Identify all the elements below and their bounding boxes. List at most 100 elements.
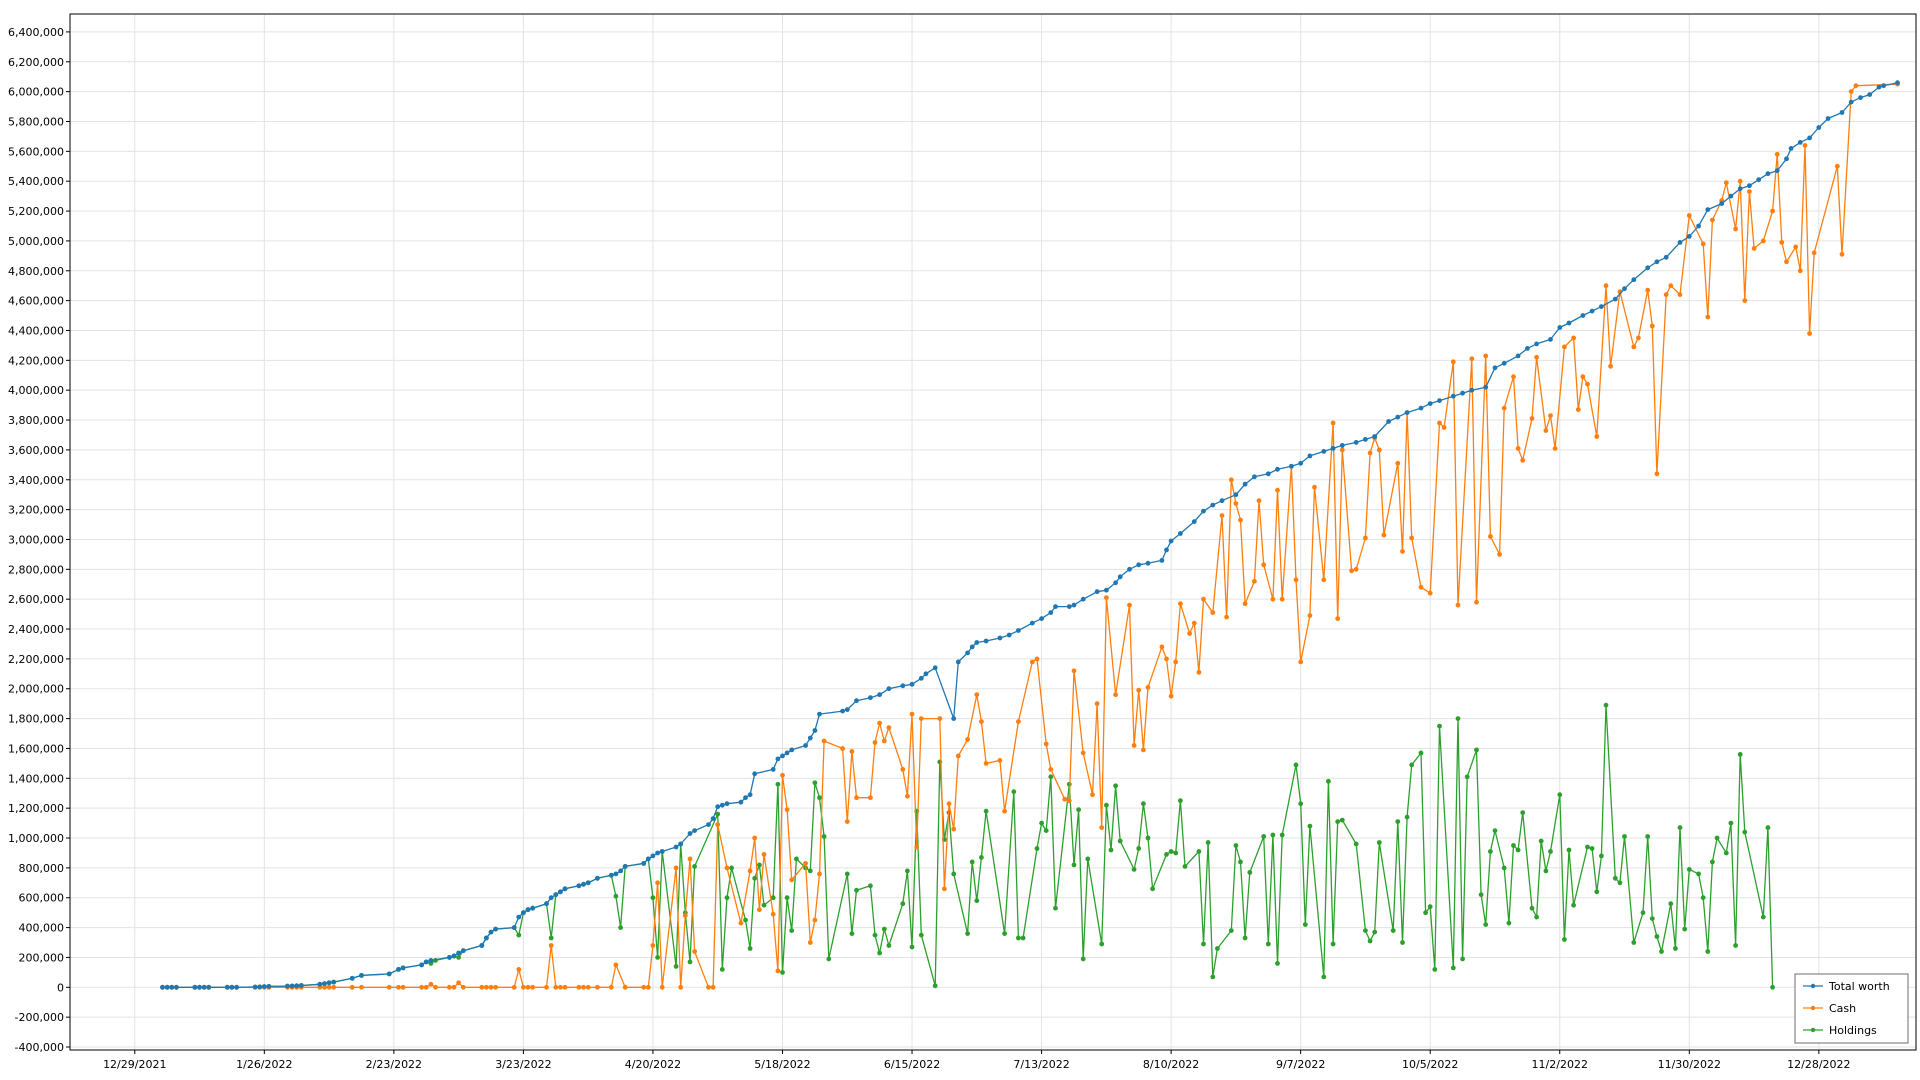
data-point-total-worth [1252,474,1257,480]
data-point-holdings [868,883,873,889]
data-point-total-worth [1784,156,1789,162]
data-point-total-worth [423,959,429,965]
data-point-cash [1529,416,1535,421]
data-point-holdings [1659,949,1664,954]
data-point-cash [905,793,910,799]
data-point-holdings [1265,941,1271,947]
y-tick-label: 2,200,000 [8,653,64,666]
data-point-cash [1080,750,1086,756]
data-point-cash [1418,584,1424,590]
data-point-cash [553,984,559,990]
data-point-cash [1474,599,1479,605]
data-point-cash [780,772,785,778]
data-point-holdings [1085,856,1091,862]
data-point-holdings [456,955,461,960]
data-point-cash [942,886,947,892]
data-point-total-worth [784,750,790,756]
data-point-holdings [1404,814,1410,820]
data-point-holdings [618,925,623,930]
data-point-holdings [1538,838,1544,844]
data-point-total-worth [1756,177,1762,183]
data-point-holdings [1506,920,1512,926]
data-point-cash [844,819,850,824]
data-point-holdings [1390,928,1396,933]
data-point-holdings [775,781,781,787]
data-point-cash [548,943,554,948]
data-point-holdings [1205,840,1211,845]
data-point-cash [576,984,582,990]
data-point-holdings [1492,828,1498,833]
data-point-total-worth [840,708,845,714]
data-point-holdings [1427,904,1433,910]
data-point-total-worth [789,747,795,753]
data-point-total-worth [460,948,466,954]
data-point-holdings [1131,867,1137,872]
data-point-holdings [1562,937,1567,942]
data-point-holdings [1053,905,1058,911]
data-point-cash [645,984,651,990]
data-point-total-worth [317,981,323,987]
data-point-cash [1270,596,1276,602]
x-tick-label: 8/10/2022 [1143,1058,1199,1071]
data-point-cash [1668,283,1674,289]
data-point-holdings [1640,910,1646,916]
data-point-cash [1834,163,1840,169]
data-point-total-worth [1580,313,1586,318]
data-point-holdings [1108,847,1114,853]
legend-item-total-worth: Total worth [1803,980,1890,993]
data-point-holdings [1464,774,1470,780]
data-point-total-worth [1191,519,1197,524]
data-point-total-worth [645,856,651,862]
data-point-cash [812,917,818,923]
data-point-holdings [1723,850,1729,856]
data-point-cash [419,984,424,990]
data-point-total-worth [261,984,267,989]
data-point-total-worth [909,681,915,687]
data-point-holdings [1099,941,1105,947]
data-point-holdings [817,795,822,801]
data-point-cash [1164,656,1169,662]
y-tick-label: 600,000 [19,892,65,905]
data-point-total-worth [923,671,929,677]
data-point-holdings [1335,819,1341,824]
data-point-cash [1187,631,1192,636]
data-point-holdings [1460,956,1465,962]
data-point-cash [595,984,600,990]
data-point-holdings [1423,910,1428,916]
data-point-total-worth [1029,620,1035,626]
data-point-cash [1016,719,1021,724]
y-tick-label: 3,000,000 [8,533,64,546]
data-point-total-worth [1654,259,1660,265]
data-point-holdings [1076,807,1081,813]
data-point-holdings [1566,847,1572,853]
data-point-cash [1848,89,1854,94]
data-point-total-worth [1797,140,1803,145]
data-point-total-worth [877,692,882,698]
data-point-cash [738,920,744,926]
data-point-holdings [1215,946,1220,951]
x-tick-label: 4/20/2022 [625,1058,681,1071]
data-point-total-worth [775,756,781,762]
data-point-holdings [1603,702,1609,708]
data-point-holdings [1742,829,1748,835]
data-point-total-worth [1298,460,1304,466]
y-tick-label: 6,000,000 [8,86,64,99]
data-point-cash [460,984,466,990]
data-point-cash [456,980,461,986]
data-point-cash [1353,566,1359,572]
data-point-total-worth [1450,393,1456,399]
y-axis-ticks: -400,000 -200,000 0 200,000 400,000 600,000 80… [8,26,70,1054]
data-point-holdings [1376,840,1382,845]
data-point-cash [854,795,859,801]
data-point-cash [359,984,364,990]
data-point-holdings [1363,928,1368,933]
data-point-cash [951,826,957,832]
data-point-holdings [1002,931,1007,936]
data-point-cash [1677,292,1683,297]
data-point-total-worth [1219,498,1225,504]
data-point-total-worth [997,635,1003,641]
data-point-cash [655,880,660,886]
legend-item-cash: Cash [1803,1002,1856,1015]
data-point-total-worth [1469,387,1475,393]
data-point-total-worth [1599,304,1604,309]
